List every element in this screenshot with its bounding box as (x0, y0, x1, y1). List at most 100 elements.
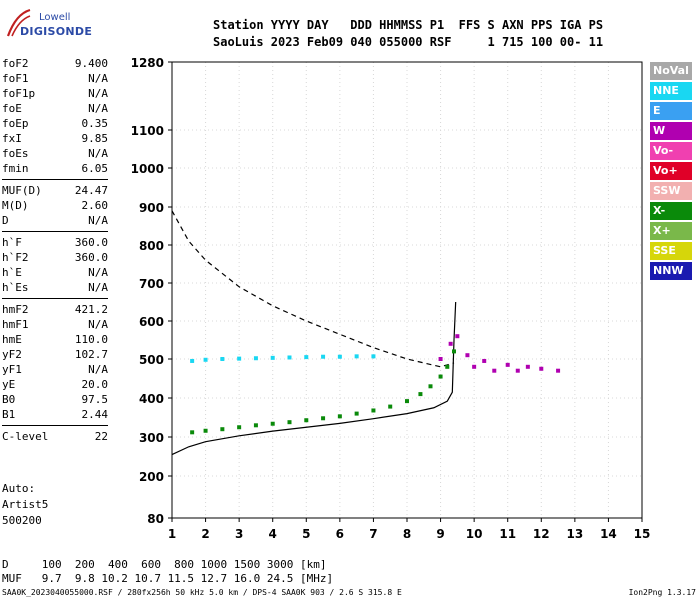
x-tick-label: 9 (436, 527, 444, 541)
legend-item: NoVal (650, 62, 692, 80)
param-name: foF1 (2, 72, 29, 85)
param-row: foEs N/A (2, 147, 108, 161)
param-name: foF1p (2, 87, 36, 100)
param-name: foEp (2, 117, 29, 130)
param-name: B0 (2, 393, 16, 406)
logo-text-lowell: Lowell (39, 12, 71, 23)
data-point (190, 430, 195, 435)
param-value: N/A (88, 318, 108, 331)
param-name: h`E (2, 266, 22, 279)
y-tick-label: 1100 (131, 124, 164, 138)
param-row: foE N/A (2, 102, 108, 116)
param-row: h`E N/A (2, 266, 108, 280)
data-point (445, 364, 450, 369)
data-point (287, 355, 292, 360)
plasma-frequency-profile-dashed (171, 210, 455, 368)
param-name: foF2 (2, 57, 29, 70)
data-point (418, 392, 423, 397)
param-name: fxI (2, 132, 22, 145)
data-point (448, 341, 453, 346)
y-tick-label: 800 (139, 239, 164, 253)
data-point (525, 364, 530, 369)
param-value: 102.7 (74, 348, 108, 361)
data-point (539, 366, 544, 371)
param-value: N/A (88, 214, 108, 227)
param-name: h`F2 (2, 251, 29, 264)
data-point (438, 374, 443, 379)
data-point (203, 357, 208, 362)
logo-mark-icon (6, 8, 31, 37)
data-point (321, 354, 326, 359)
data-point (237, 356, 242, 361)
param-value: 2.44 (81, 408, 109, 421)
x-tick-label: 15 (634, 527, 651, 541)
data-point (190, 358, 195, 363)
data-point (270, 421, 275, 426)
param-row: h`Es N/A (2, 281, 108, 295)
param-value: 360.0 (74, 251, 108, 264)
y-tick-label: 900 (139, 201, 164, 215)
param-row: yF1 N/A (2, 363, 108, 377)
digisonde-logo: Lowell DIGISONDE (6, 8, 96, 42)
param-row: h`F2 360.0 (2, 251, 108, 265)
y-tick-label: 700 (139, 277, 164, 291)
param-name: C-level (2, 430, 49, 443)
x-tick-label: 7 (369, 527, 377, 541)
muf-distance-row: D 100 200 400 600 800 1000 1500 3000 [km… (2, 558, 327, 571)
auto-version: 500200 (2, 514, 42, 527)
data-point (304, 418, 309, 423)
y-tick-label: 300 (139, 431, 164, 445)
param-name: h`Es (2, 281, 29, 294)
param-value: N/A (88, 72, 108, 85)
param-row: C-level 22 (2, 430, 108, 444)
param-value: 9.85 (81, 132, 109, 145)
x-tick-label: 4 (269, 527, 277, 541)
legend-item: W (650, 122, 692, 140)
param-value: N/A (88, 102, 108, 115)
param-name: hmE (2, 333, 22, 346)
legend-item: E (650, 102, 692, 120)
data-point (270, 355, 275, 360)
legend-item: X+ (650, 222, 692, 240)
data-point (465, 353, 470, 358)
param-value: N/A (88, 363, 108, 376)
param-row: yF2 102.7 (2, 348, 108, 362)
y-tick-label: 1280 (131, 56, 164, 70)
param-row: foF1p N/A (2, 87, 108, 101)
param-row: M(D) 2.60 (2, 199, 108, 213)
data-point (237, 425, 242, 430)
legend-item: Vo+ (650, 162, 692, 180)
param-row: B0 97.5 (2, 393, 108, 407)
param-value: N/A (88, 266, 108, 279)
param-name: h`F (2, 236, 22, 249)
param-value: 24.47 (74, 184, 108, 197)
param-row: hmF2 421.2 (2, 303, 108, 317)
param-value: N/A (88, 147, 108, 160)
y-tick-label: 200 (139, 470, 164, 484)
data-point (438, 357, 443, 361)
param-row: fmin 6.05 (2, 162, 108, 176)
param-row: foEp 0.35 (2, 117, 108, 131)
data-point (354, 411, 359, 416)
legend-item: Vo- (650, 142, 692, 160)
legend-item: SSE (650, 242, 692, 260)
y-tick-label: 400 (139, 392, 164, 406)
x-tick-label: 5 (302, 527, 310, 541)
param-value: 20.0 (81, 378, 109, 391)
param-row: yE 20.0 (2, 378, 108, 392)
x-tick-label: 12 (533, 527, 550, 541)
x-tick-label: 8 (403, 527, 411, 541)
file-info-footer: SAA0K_2023040055000.RSF / 280fx256h 50 k… (2, 588, 402, 597)
data-point (287, 420, 292, 425)
data-point (482, 358, 487, 363)
param-name: MUF(D) (2, 184, 42, 197)
logo-text-digisonde: DIGISONDE (20, 25, 93, 38)
data-point (371, 354, 376, 359)
y-tick-label: 80 (147, 512, 164, 526)
param-value: 110.0 (74, 333, 108, 346)
data-point (388, 404, 393, 409)
data-point (354, 354, 359, 359)
x-tick-label: 10 (466, 527, 483, 541)
legend-item: X- (650, 202, 692, 220)
x-tick-label: 13 (567, 527, 584, 541)
